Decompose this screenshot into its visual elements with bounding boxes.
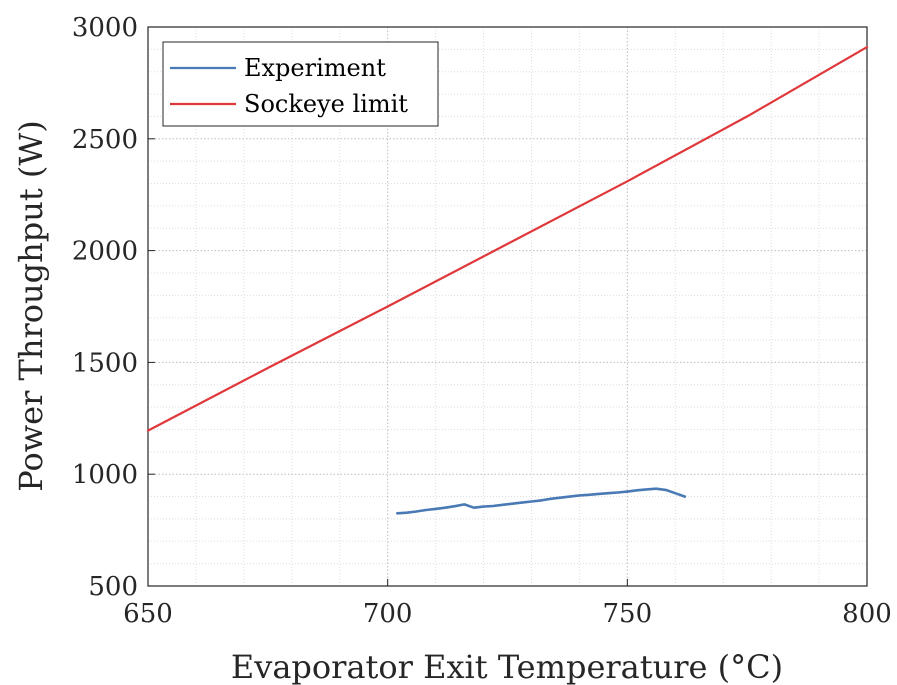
- x-tick-label: 700: [363, 599, 413, 629]
- plot-area-frame: [147, 26, 868, 587]
- series-line-sockeye-limit: [146, 45, 869, 432]
- series-layer: [146, 45, 869, 515]
- x-tick-label: 800: [842, 599, 892, 629]
- x-tick-label: 650: [123, 599, 173, 629]
- x-axis: 650 700 750 800: [123, 579, 892, 629]
- series-line-experiment: [395, 487, 687, 515]
- y-tick-label: 1000: [72, 460, 138, 490]
- y-tick-label: 2000: [72, 237, 138, 267]
- y-axis: 500 1000 1500 2000 2500 3000: [72, 13, 155, 602]
- y-tick-label: 1500: [72, 348, 138, 378]
- y-axis-label: Power Throughput (W): [12, 120, 50, 492]
- x-tick-label: 750: [603, 599, 653, 629]
- legend-label-experiment: Experiment: [244, 54, 386, 82]
- y-tick-label: 2500: [72, 125, 138, 155]
- legend-label-sockeye-limit: Sockeye limit: [244, 90, 408, 118]
- x-axis-label: Evaporator Exit Temperature (°C): [231, 648, 783, 685]
- legend-box: [162, 41, 439, 127]
- legend: Experiment Sockeye limit: [162, 41, 439, 127]
- y-tick-label: 500: [88, 572, 138, 602]
- y-tick-label: 3000: [72, 13, 138, 43]
